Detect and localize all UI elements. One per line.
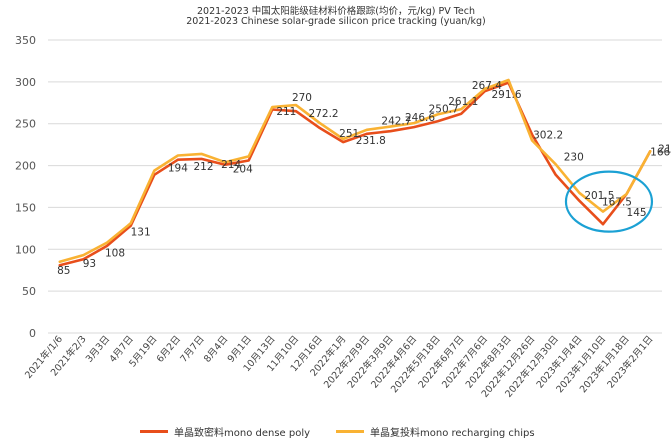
data-label: 201.5	[584, 190, 614, 202]
x-tick-label: 3月3日	[84, 334, 112, 365]
y-tick-label: 50	[22, 285, 36, 298]
data-label: 231.8	[356, 135, 386, 147]
data-label: 167.5	[602, 197, 632, 209]
y-tick-label: 100	[15, 243, 36, 256]
data-label: 211	[276, 106, 296, 118]
data-label: 250.7	[429, 103, 459, 115]
data-label: 270	[292, 92, 312, 104]
data-label: 93	[83, 258, 96, 270]
data-label: 204	[233, 163, 253, 175]
y-tick-label: 350	[15, 34, 36, 47]
x-tick-label: 6月2日	[155, 334, 183, 365]
legend-label-mono-recharging-chips: 单晶复投料mono recharging chips	[370, 428, 535, 439]
data-label: 108	[105, 248, 125, 260]
y-tick-label: 300	[15, 76, 36, 89]
data-label: 194	[168, 163, 188, 175]
data-label: 291.6	[491, 89, 521, 101]
legend-label-mono-dense-poly: 单晶致密料mono dense poly	[174, 428, 311, 439]
series-line-mono-dense-poly	[58, 81, 652, 267]
data-label: 246.6	[405, 112, 435, 124]
y-tick-label: 150	[15, 201, 36, 214]
x-tick-label: 7月7日	[178, 334, 206, 365]
data-label: 212	[193, 161, 213, 173]
data-label: 217	[658, 143, 672, 155]
chart-title: 2021-2023 中国太阳能级硅材料价格跟踪(均价，元/kg) PV Tech	[197, 6, 475, 17]
data-label: 261.1	[448, 96, 478, 108]
data-label: 302.2	[533, 129, 563, 141]
data-label: 85	[57, 265, 70, 277]
data-label: 230	[564, 151, 584, 163]
data-label: 131	[131, 226, 151, 238]
legend-item-mono-recharging-chips: 单晶复投料mono recharging chips	[336, 424, 535, 439]
data-label: 145	[627, 207, 647, 219]
data-label: 272.2	[309, 108, 339, 120]
legend-item-mono-dense-poly: 单晶致密料mono dense poly	[140, 424, 310, 439]
legend-swatch-mono-dense-poly	[140, 430, 168, 433]
y-tick-label: 250	[15, 118, 36, 131]
x-tick-label: 8月4日	[202, 334, 230, 365]
annotation-circle	[564, 170, 654, 233]
data-label: 242.7	[381, 116, 411, 128]
data-label: 166	[650, 146, 670, 158]
series-line-mono-recharging-chips	[58, 78, 652, 264]
data-label: 251	[339, 128, 359, 140]
y-tick-label: 200	[15, 160, 36, 173]
legend-swatch-mono-recharging-chips	[336, 430, 364, 433]
data-label: 267.4	[472, 80, 502, 92]
y-tick-label: 0	[29, 327, 36, 340]
chart-subtitle: 2021-2023 Chinese solar-grade silicon pr…	[186, 16, 486, 27]
data-label: 214	[221, 159, 241, 171]
